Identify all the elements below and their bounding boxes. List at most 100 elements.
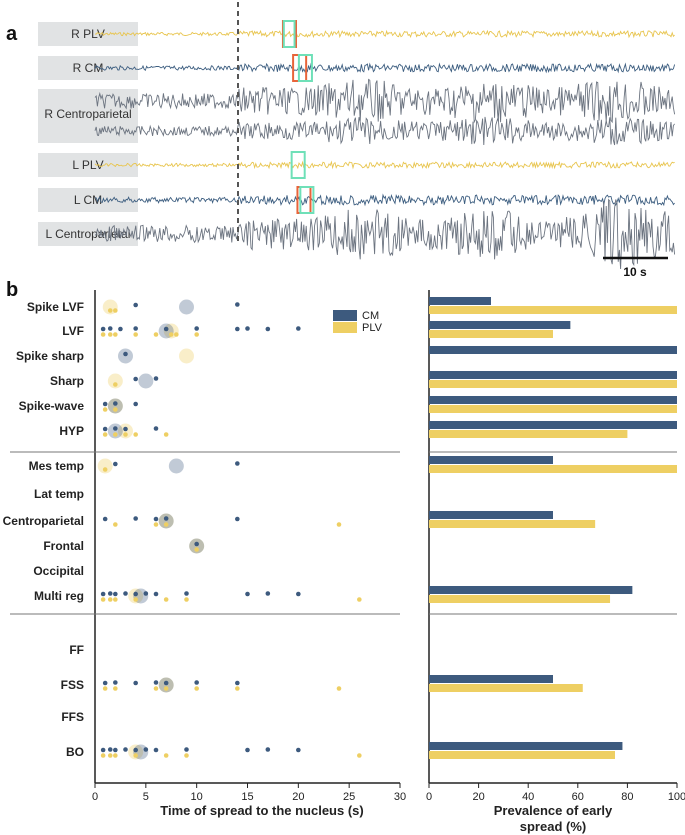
plv-point — [336, 522, 342, 527]
plv-point — [133, 432, 138, 437]
plv-bar — [429, 405, 677, 413]
cm-bar — [429, 511, 553, 519]
cm-bar — [429, 371, 677, 379]
plv-point — [153, 522, 159, 527]
plv-point — [153, 686, 159, 691]
plv-point — [133, 597, 138, 602]
plv-point — [107, 308, 113, 313]
trace-label: R PLV — [71, 27, 105, 41]
plv-bar — [429, 520, 596, 528]
spread-window-box — [282, 20, 296, 48]
plv-point — [357, 753, 362, 758]
plv-bar — [429, 330, 553, 338]
cm-point — [133, 516, 138, 521]
legend-cm-label: CM — [362, 310, 379, 322]
cm-point — [296, 747, 301, 753]
cm-point — [123, 747, 128, 752]
cm-point — [296, 326, 301, 331]
cm-point — [153, 591, 159, 597]
plv-point — [100, 332, 106, 337]
bar-x-ticks: 0 20 40 60 80 100 — [426, 783, 685, 803]
plv-point — [133, 753, 138, 758]
cm-point — [235, 326, 240, 332]
cm-point — [163, 326, 169, 332]
cm-median-marker — [168, 458, 184, 474]
cm-bar — [429, 456, 553, 464]
scatter-points — [97, 299, 362, 760]
cm-median-marker — [107, 423, 123, 439]
cm-point — [133, 401, 138, 407]
legend-cm-swatch — [333, 310, 357, 321]
plv-point — [107, 332, 113, 337]
cm-point — [113, 426, 118, 431]
plv-point — [113, 332, 118, 337]
cm-point — [113, 680, 118, 685]
plv-point — [133, 332, 138, 337]
plv-point — [102, 467, 108, 472]
category-labels: Spike LVF LVF Spike sharp Sharp Spike-wave HY… — [3, 300, 85, 759]
cm-point — [113, 747, 118, 753]
cm-point — [194, 326, 199, 331]
cm-point — [123, 351, 128, 357]
plv-point — [107, 753, 113, 758]
category-label: FFS — [61, 710, 84, 724]
legend-plv-swatch — [333, 322, 357, 333]
category-label: Multi reg — [34, 589, 84, 603]
cm-median-marker — [158, 513, 174, 529]
cm-bar — [429, 297, 491, 305]
plv-point — [100, 753, 106, 758]
cm-point — [133, 376, 138, 382]
category-label: FSS — [61, 678, 84, 692]
plv-bar — [429, 684, 583, 692]
plv-point — [163, 686, 169, 691]
plv-point — [168, 332, 174, 337]
plv-point — [163, 753, 169, 758]
plv-median-marker — [179, 348, 194, 364]
cm-bar — [429, 396, 677, 404]
cm-point — [100, 747, 106, 753]
scatter-x-ticks: 0 5 10 15 20 25 30 — [92, 783, 406, 803]
plv-point — [336, 686, 342, 691]
bar-group-separators — [429, 451, 677, 615]
plv-point — [113, 522, 118, 527]
cm-point — [245, 591, 250, 597]
spread-window-box — [290, 151, 306, 179]
eeg-trace — [94, 62, 676, 74]
cm-point — [113, 461, 118, 467]
cm-point — [153, 747, 159, 753]
cm-point — [100, 326, 106, 332]
x-tick-label: 10 — [191, 791, 203, 803]
plv-point — [235, 686, 240, 691]
cm-point — [163, 516, 169, 521]
x-tick-label: 60 — [572, 791, 584, 803]
cm-bar — [429, 421, 677, 429]
plv-point — [357, 597, 362, 602]
scatter-group-separators — [10, 451, 400, 615]
plv-point — [113, 686, 118, 691]
plv-point — [113, 432, 118, 437]
cm-bar — [429, 675, 553, 683]
scatter-x-title: Time of spread to the nucleus (s) — [160, 803, 363, 818]
cm-point — [107, 591, 113, 596]
cm-point — [143, 591, 149, 596]
x-tick-label: 5 — [143, 791, 149, 803]
eeg-trace — [94, 160, 675, 170]
cm-point — [102, 401, 108, 407]
cm-point — [133, 302, 138, 308]
cm-point — [107, 747, 113, 752]
plv-bar — [429, 751, 615, 759]
category-label: BO — [66, 745, 84, 759]
cm-point — [184, 747, 189, 752]
plv-median-marker — [107, 398, 123, 414]
cm-point — [143, 747, 149, 752]
trace-label-bg — [38, 188, 138, 212]
cm-point — [153, 376, 159, 381]
cm-point — [123, 426, 128, 432]
plv-median-marker — [97, 458, 113, 474]
plv-point — [113, 407, 118, 412]
cm-bar — [429, 742, 623, 750]
plv-bar — [429, 465, 677, 473]
cm-point — [296, 591, 301, 597]
spread-window-box — [297, 54, 313, 82]
legend-plv-label: PLV — [362, 322, 383, 334]
